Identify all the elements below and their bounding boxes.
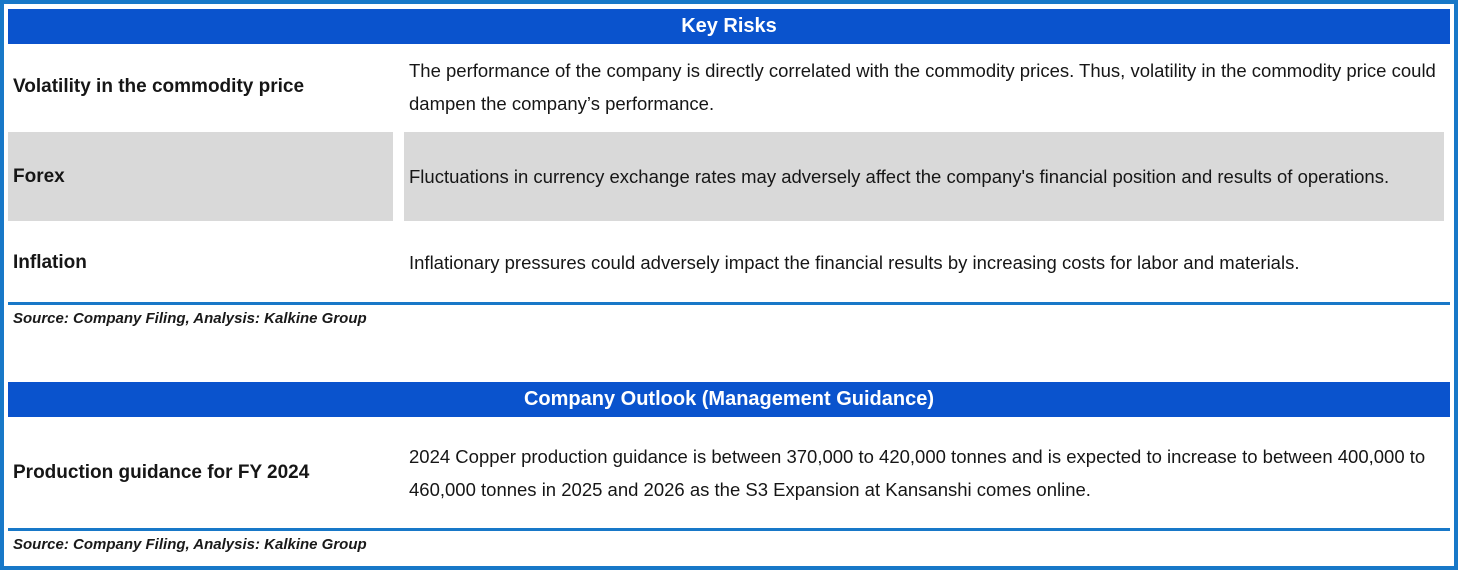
- key-risks-table: Key Risks Volatility in the commodity pr…: [8, 9, 1450, 332]
- guidance-description-fy2024: 2024 Copper production guidance is betwe…: [409, 445, 1426, 500]
- guidance-label-fy2024: Production guidance for FY 2024: [13, 461, 310, 483]
- table-row-forex: Forex Fluctuations in currency exchange …: [8, 132, 1450, 221]
- divider-line: [8, 302, 1450, 305]
- risk-description-forex: Fluctuations in currency exchange rates …: [404, 132, 1444, 221]
- table-row-production-guidance: Production guidance for FY 2024 2024 Cop…: [8, 417, 1450, 528]
- risk-label-forex: Forex: [8, 132, 393, 221]
- risk-label-volatility: Volatility in the commodity price: [13, 76, 305, 97]
- key-risks-header: Key Risks: [8, 9, 1450, 44]
- table-gap: [8, 332, 1450, 382]
- company-outlook-table: Company Outlook (Management Guidance) Pr…: [8, 382, 1450, 558]
- risk-label-inflation: Inflation: [13, 251, 87, 273]
- company-outlook-header: Company Outlook (Management Guidance): [8, 382, 1450, 417]
- risk-description-volatility: The performance of the company is direct…: [409, 60, 1436, 114]
- divider-line: [8, 528, 1450, 531]
- risk-description-inflation: Inflationary pressures could adversely i…: [409, 252, 1300, 273]
- table-row-inflation: Inflation Inflationary pressures could a…: [8, 223, 1450, 302]
- table-row-volatility: Volatility in the commodity price The pe…: [8, 44, 1450, 130]
- source-note-key-risks: Source: Company Filing, Analysis: Kalkin…: [13, 310, 367, 327]
- source-note-company-outlook: Source: Company Filing, Analysis: Kalkin…: [13, 536, 367, 553]
